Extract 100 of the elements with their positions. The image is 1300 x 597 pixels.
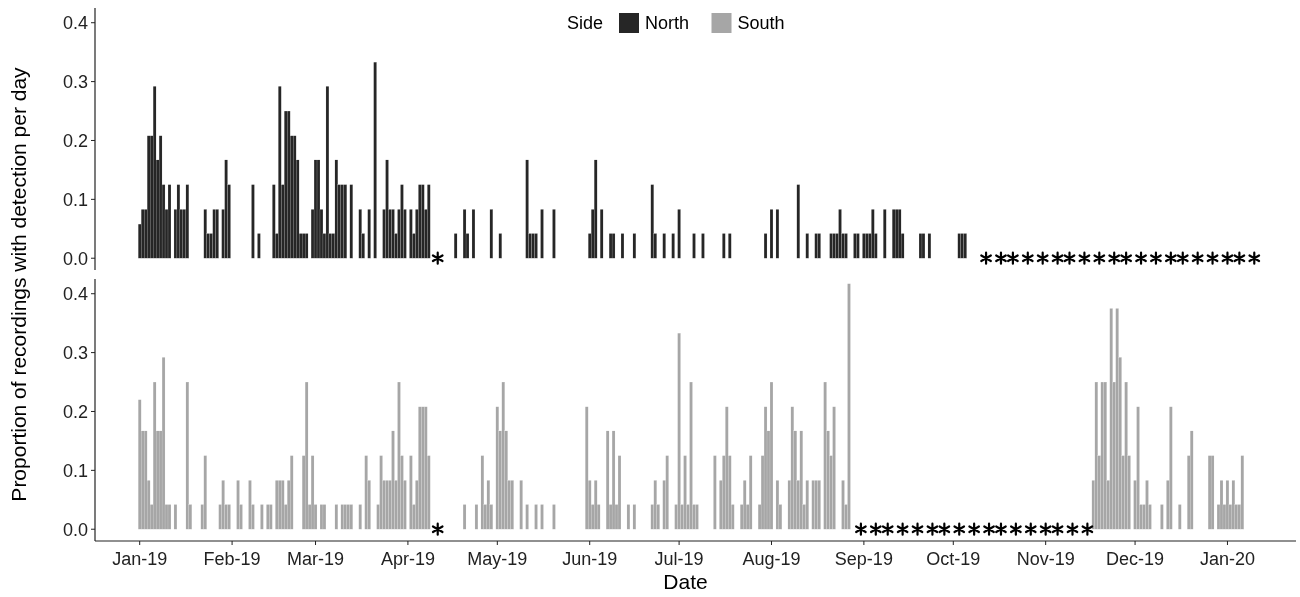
bar (805, 480, 809, 530)
y-tick-label: 0.1 (62, 189, 88, 210)
bar (918, 233, 923, 259)
bar (203, 209, 207, 259)
bar (790, 406, 794, 530)
bar (1094, 381, 1098, 530)
bar (725, 406, 729, 530)
bar (677, 333, 681, 530)
bar (534, 504, 538, 530)
bar (203, 455, 207, 530)
bar (856, 233, 860, 259)
bar (534, 233, 538, 259)
bar (257, 233, 261, 259)
bar (462, 504, 467, 530)
bar (838, 209, 842, 259)
bar (689, 381, 693, 530)
bar (814, 480, 818, 530)
bar (421, 184, 425, 259)
x-tick-label: Mar-19 (287, 549, 345, 569)
y-tick-label: 0.2 (62, 130, 88, 151)
bar (871, 209, 875, 259)
bar (358, 209, 362, 259)
bar (397, 381, 401, 530)
bar (251, 184, 255, 259)
bar (385, 480, 389, 530)
bar (531, 233, 535, 259)
bar (552, 209, 556, 259)
bar (385, 159, 389, 259)
bar (373, 62, 377, 259)
bar (215, 209, 219, 259)
bar (278, 86, 282, 259)
x-tick-label: Jan-19 (112, 549, 168, 569)
y-tick-label: 0.0 (62, 248, 88, 269)
bar (862, 233, 866, 259)
x-tick-label: Jun-19 (562, 549, 618, 569)
bar (1100, 381, 1104, 530)
bar (540, 504, 544, 530)
bar (462, 209, 467, 259)
bar (829, 233, 833, 259)
bar (293, 135, 297, 259)
bar (346, 504, 350, 530)
x-tick-label: Nov-19 (1016, 549, 1075, 569)
bar (963, 233, 967, 259)
bar (728, 233, 732, 259)
bar (334, 159, 338, 259)
bar (823, 381, 827, 530)
bar (600, 209, 604, 259)
bar (1115, 308, 1119, 530)
bar (221, 480, 225, 530)
bar (260, 504, 264, 530)
bar (281, 480, 285, 530)
bar (611, 233, 616, 259)
x-tick-label: Dec-19 (1106, 549, 1165, 569)
x-tick-label: May-19 (467, 549, 528, 569)
bar (185, 381, 189, 530)
bar (424, 406, 428, 530)
bar (525, 159, 529, 259)
bar (287, 110, 291, 259)
bar (662, 233, 666, 259)
bar (713, 455, 717, 530)
bar (266, 504, 270, 530)
bar (1136, 406, 1140, 530)
bar (248, 480, 252, 530)
bar (525, 504, 529, 530)
bar (379, 455, 383, 530)
bar (1210, 455, 1215, 530)
bar (1169, 406, 1173, 530)
bar (144, 430, 148, 530)
bar (552, 504, 556, 530)
bar (272, 184, 276, 259)
bar (1124, 381, 1128, 530)
bar (650, 184, 654, 259)
bar (495, 406, 499, 530)
bar (316, 159, 321, 259)
bar (358, 504, 362, 530)
y-tick-label: 0.3 (62, 342, 88, 363)
bar (841, 480, 845, 530)
y-tick-label: 0.1 (62, 460, 88, 481)
bar (349, 504, 353, 530)
bar (722, 233, 726, 259)
bar (290, 455, 294, 530)
bar (796, 184, 800, 259)
bar (343, 184, 347, 259)
bar (620, 233, 625, 259)
bar (898, 209, 902, 259)
x-tick-label: Sep-19 (834, 549, 893, 569)
bar (176, 184, 181, 259)
bar (409, 209, 413, 259)
y-tick-label: 0.4 (62, 13, 88, 34)
x-tick-label: Oct-19 (926, 549, 981, 569)
bar (284, 110, 288, 259)
x-tick-label: Aug-19 (742, 549, 801, 569)
bar (749, 455, 753, 530)
bar (1145, 480, 1149, 530)
bar (817, 233, 821, 259)
bar (1240, 455, 1244, 530)
bar (671, 233, 675, 259)
bar (811, 480, 815, 530)
bar (334, 504, 338, 530)
bar (141, 209, 145, 259)
